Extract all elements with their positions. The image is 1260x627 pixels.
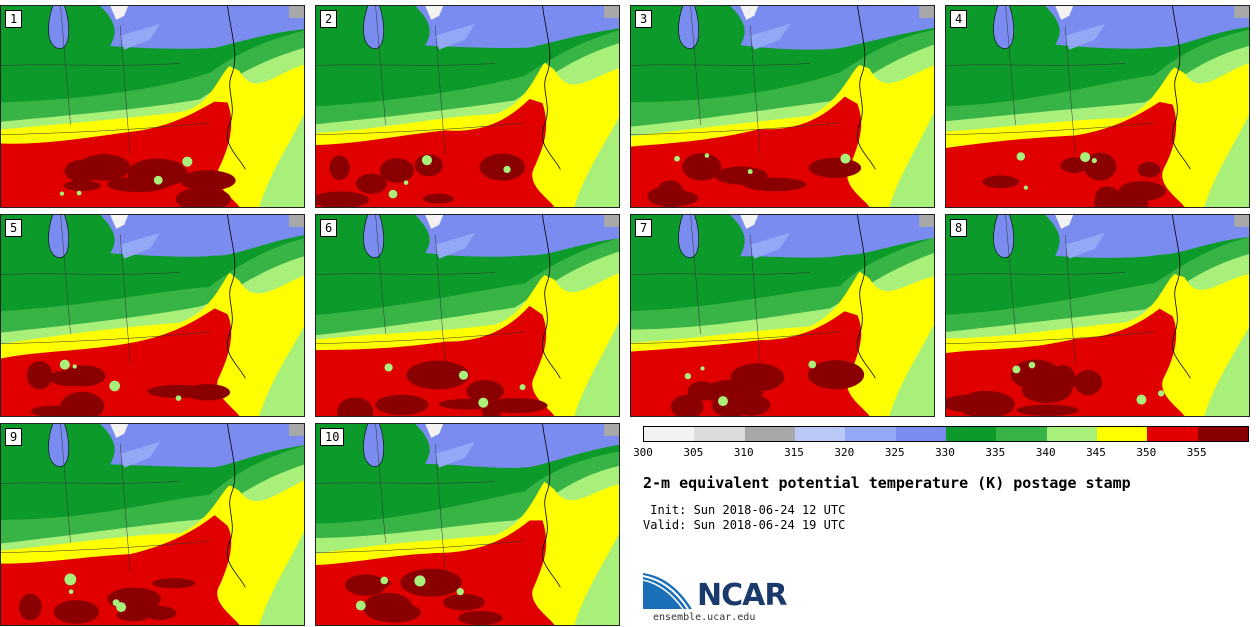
colorbar-tick-label: 310 [733, 446, 754, 459]
map-field [631, 6, 934, 207]
valid-time: Valid: Sun 2018-06-24 19 UTC [643, 518, 846, 532]
colorbar-tick-label: 340 [1035, 446, 1056, 459]
map-panel: 9 [0, 423, 305, 626]
map-panel: 3 [630, 5, 935, 208]
colorbar-swatch-315 [794, 427, 846, 441]
colorbar-tick-label: 330 [935, 446, 955, 459]
member-label: 1 [5, 10, 23, 28]
map-field [1, 215, 304, 416]
map-panel: 10 [315, 423, 620, 626]
colorbar-tick-label: 345 [1086, 446, 1106, 459]
map-panel: 1 [0, 5, 305, 208]
member-label: 5 [5, 219, 23, 237]
colorbar-swatch-345 [1096, 427, 1148, 441]
colorbar-tick-label: 315 [784, 446, 804, 459]
map-field [316, 215, 619, 416]
ncar-logo-icon [642, 573, 692, 610]
colorbar-tick-label: 350 [1136, 446, 1157, 459]
member-label: 6 [320, 219, 338, 237]
member-label: 2 [320, 10, 338, 28]
member-label: 8 [950, 219, 968, 237]
colorbar-tick-label: 320 [834, 446, 855, 459]
colorbar-swatch-305 [694, 427, 745, 441]
colorbar-swatch-325 [895, 427, 946, 441]
colorbar-swatch-340 [1046, 427, 1097, 441]
init-time: Init: Sun 2018-06-24 12 UTC [643, 503, 846, 517]
map-panel: 5 [0, 214, 305, 417]
member-label: 3 [635, 10, 653, 28]
map-panel: 6 [315, 214, 620, 417]
colorbar-swatch-350 [1147, 427, 1198, 441]
map-field [631, 215, 934, 416]
ncar-wordmark: NCAR [697, 578, 787, 613]
colorbar-swatch-310 [744, 427, 795, 441]
colorbar-tick-label: 300 [633, 446, 653, 459]
website-url: ensemble.ucar.edu [653, 612, 756, 623]
figure-title: 2-m equivalent potential temperature (K)… [643, 474, 1131, 492]
colorbar-ticks: 300 305 310 315 320 325 330 335 340 345 350 355 [633, 446, 1247, 460]
member-label: 9 [5, 428, 23, 446]
colorbar-swatch-355 [1197, 427, 1248, 441]
colorbar-swatch-320 [845, 427, 896, 441]
colorbar-tick-label: 335 [985, 446, 1006, 459]
colorbar-tick-label: 305 [683, 446, 704, 459]
map-panel: 4 [945, 5, 1250, 208]
map-panel: 8 [945, 214, 1250, 417]
member-label: 4 [950, 10, 968, 28]
map-panel: 7 [630, 214, 935, 417]
member-label: 7 [635, 219, 653, 237]
map-field [316, 6, 619, 207]
colorbar [643, 426, 1249, 442]
colorbar-tick-label: 355 [1186, 446, 1207, 459]
map-field [946, 6, 1249, 207]
member-label: 10 [320, 428, 345, 446]
map-field [946, 215, 1249, 416]
map-field [1, 6, 304, 207]
colorbar-tick-label: 325 [884, 446, 905, 459]
colorbar-swatch-330 [945, 427, 997, 441]
colorbar-swatch-335 [996, 427, 1047, 441]
map-panel: 2 [315, 5, 620, 208]
map-field [316, 424, 619, 625]
map-field [1, 424, 304, 625]
colorbar-swatch-300 [644, 427, 695, 441]
